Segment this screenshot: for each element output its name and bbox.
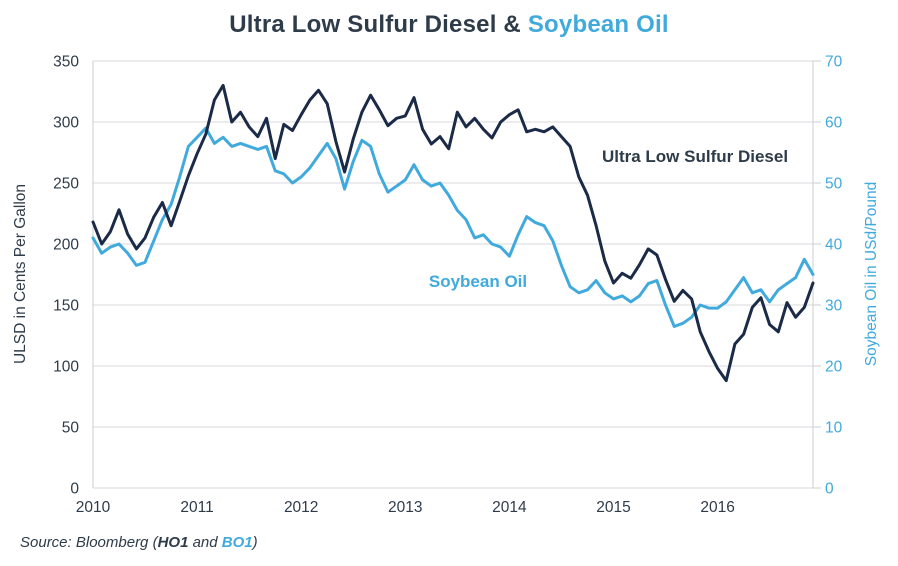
y-left-tick-label: 250: [53, 176, 79, 193]
y-right-tick-label: 20: [825, 359, 843, 376]
x-tick-label: 2011: [180, 499, 213, 516]
x-tick-label: 2015: [596, 499, 630, 516]
source-ticker-bo1: BO1: [221, 534, 253, 551]
y-left-tick-label: 50: [62, 420, 80, 437]
y-right-tick-label: 50: [825, 176, 843, 193]
ulsd-series-label: Ultra Low Sulfur Diesel: [601, 147, 789, 166]
series-line-soybean-oil: [91, 126, 815, 328]
y-right-tick-label: 0: [825, 481, 834, 498]
x-tick-label: 2012: [284, 499, 318, 516]
series-line-ulsd: [91, 83, 815, 383]
x-tick-label: 2016: [700, 499, 734, 516]
y-right-tick-label: 30: [825, 298, 843, 315]
source-prefix: Source: Bloomberg (: [20, 534, 158, 551]
y-left-tick-label: 200: [53, 237, 79, 254]
y-left-tick-label: 100: [53, 359, 79, 376]
y-left-tick-label: 350: [53, 54, 79, 71]
y-left-tick-label: 300: [53, 115, 79, 132]
y-left-tick-label: 150: [53, 298, 79, 315]
x-tick-label: 2014: [492, 499, 527, 516]
x-tick-label: 2013: [388, 499, 422, 516]
y-right-tick-label: 60: [825, 115, 843, 132]
y-right-tick-label: 40: [825, 237, 843, 254]
left-axis-title: ULSD in Cents Per Gallon: [12, 183, 29, 365]
chart-title-dark: Ultra Low Sulfur Diesel &: [229, 11, 528, 38]
source-middle: and: [188, 534, 222, 551]
source-line: Source: Bloomberg (HO1 and BO1): [20, 534, 258, 551]
chart-title: Ultra Low Sulfur Diesel & Soybean Oil: [0, 11, 898, 39]
y-left-tick-label: 0: [70, 481, 79, 498]
soybean-series-label: Soybean Oil: [428, 272, 528, 291]
right-axis-title: Soybean Oil in USd/Pound: [863, 181, 880, 367]
x-tick-label: 2010: [76, 499, 111, 516]
source-suffix: ): [252, 534, 258, 551]
y-right-tick-label: 70: [825, 54, 843, 71]
chart-title-blue: Soybean Oil: [527, 11, 669, 38]
y-right-tick-label: 10: [825, 420, 843, 437]
source-ticker-ho1: HO1: [157, 534, 189, 551]
